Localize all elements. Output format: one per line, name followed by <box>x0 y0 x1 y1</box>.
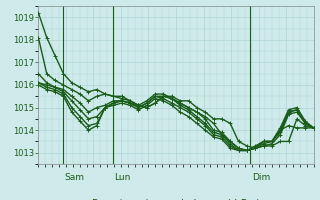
Text: Dim: Dim <box>252 173 270 182</box>
Text: Lun: Lun <box>114 173 131 182</box>
Text: Pression niveau de la mer( hPa ): Pression niveau de la mer( hPa ) <box>92 199 260 200</box>
Text: Sam: Sam <box>65 173 84 182</box>
